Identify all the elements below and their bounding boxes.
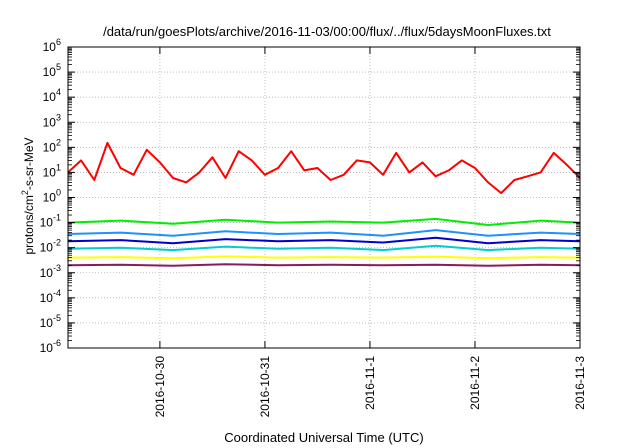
y-tick-label: 10-1 — [40, 213, 61, 230]
y-tick-exponent: -2 — [53, 238, 61, 248]
y-tick-base: 10 — [43, 90, 57, 104]
y-axis-label-rest: -s-sr-MeV — [22, 137, 36, 190]
y-tick-exponent: -5 — [53, 313, 61, 323]
y-tick-exponent: 4 — [56, 87, 61, 97]
y-tick-base: 10 — [43, 140, 57, 154]
x-axis-label: Coordinated Universal Time (UTC) — [224, 430, 423, 445]
y-tick-exponent: 5 — [56, 62, 61, 72]
y-tick-label: 105 — [43, 62, 61, 79]
x-tick-label: 2016-11-3 — [573, 356, 587, 410]
y-tick-base: 10 — [40, 316, 54, 330]
x-tick-label: 2016-10-31 — [258, 356, 272, 418]
y-tick-base: 10 — [43, 65, 57, 79]
y-axis-label: protons/cm2-s-sr-MeV — [20, 137, 36, 254]
y-tick-base: 10 — [40, 266, 54, 280]
y-tick-base: 10 — [43, 115, 57, 129]
chart-title: /data/run/goesPlots/archive/2016-11-03/0… — [103, 24, 551, 39]
grid-lines — [68, 47, 580, 348]
series-line-1 — [67, 217, 581, 226]
y-axis-label-sup: 2 — [20, 190, 30, 195]
y-tick-label: 10-6 — [40, 338, 61, 355]
y-tick-label: 10-3 — [40, 263, 61, 280]
y-tick-exponent: -4 — [53, 288, 61, 298]
y-tick-label: 103 — [43, 112, 61, 129]
y-tick-base: 10 — [40, 291, 54, 305]
series-line-5 — [67, 255, 581, 260]
y-tick-exponent: -3 — [53, 263, 61, 273]
x-tick-label: 2016-11-2 — [468, 356, 482, 410]
y-tick-label: 104 — [43, 87, 61, 104]
x-tick-label: 2016-11-1 — [363, 356, 377, 410]
series-lines — [67, 141, 581, 267]
y-tick-exponent: 2 — [56, 137, 61, 147]
series-line-2 — [67, 229, 581, 237]
y-tick-label: 101 — [43, 162, 61, 179]
y-tick-base: 10 — [43, 191, 57, 205]
y-tick-base: 10 — [43, 40, 57, 54]
y-tick-label: 100 — [43, 188, 61, 205]
x-axis: 2016-10-30 2016-10-31 2016-11-1 2016-11-2 20… — [153, 47, 587, 417]
y-tick-exponent: 3 — [56, 112, 61, 122]
y-axis: 10-610-510-410-310-210-11001011021031041… — [40, 37, 580, 355]
y-tick-exponent: -6 — [53, 338, 61, 348]
series-line-3 — [67, 236, 581, 245]
y-tick-exponent: -1 — [53, 213, 61, 223]
y-tick-label: 102 — [43, 137, 61, 154]
series-line-0 — [67, 141, 581, 195]
y-tick-label: 106 — [43, 37, 61, 54]
y-tick-label: 10-2 — [40, 238, 61, 255]
series-line-6 — [67, 263, 581, 267]
y-tick-label: 10-4 — [40, 288, 61, 305]
y-tick-base: 10 — [40, 241, 54, 255]
y-tick-exponent: 0 — [56, 188, 61, 198]
y-tick-label: 10-5 — [40, 313, 61, 330]
series-line-4 — [67, 244, 581, 252]
y-tick-exponent: 1 — [56, 162, 61, 172]
y-axis-label-main: protons/cm — [22, 195, 36, 254]
y-tick-base: 10 — [43, 165, 57, 179]
y-tick-exponent: 6 — [56, 37, 61, 47]
y-tick-base: 10 — [40, 216, 54, 230]
y-tick-base: 10 — [40, 341, 54, 355]
x-tick-label: 2016-10-30 — [153, 356, 167, 418]
